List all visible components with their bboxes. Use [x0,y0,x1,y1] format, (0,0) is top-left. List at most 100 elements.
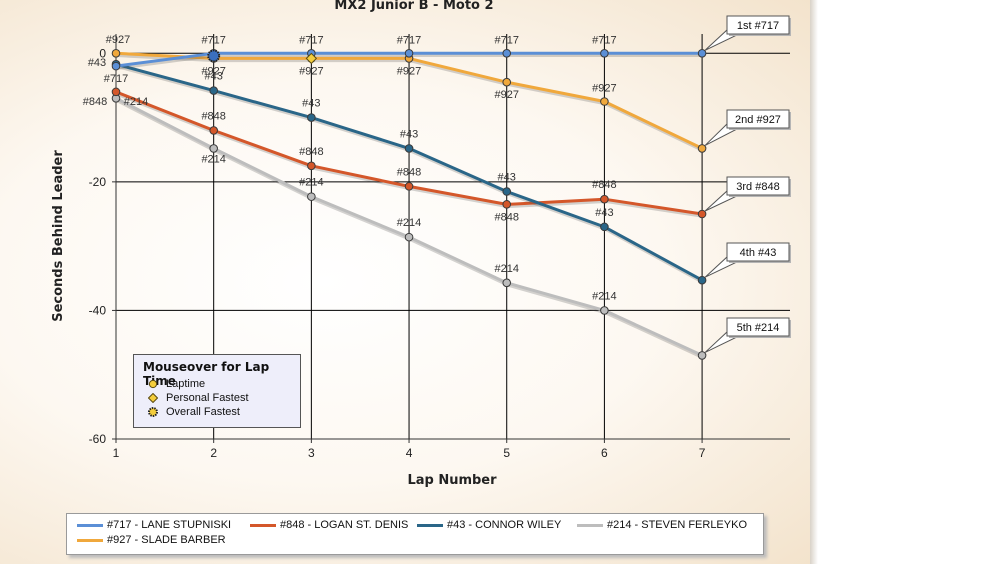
data-point [697,48,707,58]
data-point [307,192,316,201]
callout-box [726,242,790,262]
callout-box [726,176,790,196]
point-label: #848 [83,96,107,108]
data-point [600,97,609,106]
point-label: #214 [592,290,616,302]
data-point [502,200,512,209]
point-label: #214 [124,96,148,108]
point-label: #214 [201,153,225,165]
data-point [600,194,609,204]
point-label: #43 [88,57,106,69]
chart-title: MX2 Junior B - Moto 2 [334,0,493,13]
data-point [209,144,218,153]
y-tick-label: -60 [89,432,107,446]
legend-item-927[interactable]: #927 - SLADE BARBER [77,534,226,546]
callout-label: 3rd #848 [736,181,779,193]
data-point [404,182,414,191]
axes: 1 2 3 4 5 6 7 0 -20 -40 -60 [89,34,790,460]
y-tick-label: 0 [99,46,106,60]
personal-fastest-marker [305,52,318,65]
point-label: #717 [397,34,421,46]
data-point [111,87,121,97]
point-label: #43 [205,71,223,83]
data-point [697,144,707,153]
point-label: #717 [494,34,518,46]
data-point [404,144,414,153]
panel-shadow [810,0,818,564]
data-point [111,48,121,58]
data-point [307,161,316,171]
callout-label: 5th #214 [737,322,780,334]
data-points: #214 #214 #214 #214 #214 #848 #848 #848 #848 #848… [83,34,707,360]
legend-item-848[interactable]: #848 - LOGAN ST. DENIS [250,519,408,531]
x-axis-title: Lap Number [407,473,497,488]
callout-box [726,109,790,129]
legend-item-717[interactable]: #717 - LANE STUPNISKI [77,519,231,531]
personal-fastest-marker-icon [147,392,159,404]
data-point [697,209,707,219]
point-label: #927 [106,34,130,46]
mouseover-item-laptime: Laptime [148,378,205,390]
point-label: #717 [201,34,225,46]
mouseover-item-overall-fastest: Overall Fastest [148,406,240,418]
point-label: #717 [592,34,616,46]
data-point [209,126,218,135]
point-label: #848 [592,179,616,191]
point-label: #214 [494,263,518,275]
point-label: #214 [397,217,421,229]
x-tick-label: 2 [210,446,217,460]
data-point [209,86,218,95]
legend-item-43[interactable]: #43 - CONNOR WILEY [417,519,561,531]
point-label: #717 [299,34,323,46]
point-label: #927 [592,83,616,95]
lap-chart: 1 2 3 4 5 6 7 0 -20 -40 -60 #214 #214 #214 #214 #214 #8… [51,0,791,488]
callout-box [726,317,790,337]
data-point [111,61,121,71]
series-lines [115,51,705,359]
legend-line-214 [577,523,603,527]
y-tick-label: -40 [89,303,107,317]
point-label: #848 [201,110,225,122]
overall-fastest-marker-icon [148,407,158,418]
chart-panel [0,0,810,564]
point-label: #43 [302,98,320,110]
x-tick-label: 3 [308,446,315,460]
data-point [404,48,414,58]
point-label: #848 [494,211,518,223]
legend-line-43 [417,523,443,527]
position-callouts: 1st #717 2nd #927 3rd #848 4th #43 5th #214 [704,15,791,353]
x-tick-label: 6 [601,446,608,460]
point-label: #43 [400,128,418,140]
data-point [502,48,512,58]
legend-line-927 [77,538,103,542]
point-label: #848 [397,166,421,178]
blank-area [818,0,1000,564]
data-point [502,187,512,196]
y-axis-title: Seconds Behind Leader [51,150,66,322]
data-point [502,77,512,87]
point-label: #43 [498,172,516,184]
data-point [307,113,316,122]
data-point [600,306,609,315]
callout-label: 1st #717 [737,20,779,32]
data-point [697,275,707,285]
data-point [404,232,414,242]
data-point [502,278,512,288]
point-label: #43 [595,207,613,219]
data-point [600,48,609,58]
callout-label: 4th #43 [740,247,777,259]
point-label: #927 [201,65,225,77]
x-tick-label: 4 [406,446,413,460]
point-label: #927 [494,89,518,101]
series-legend: #717 - LANE STUPNISKI #848 - LOGAN ST. D… [66,513,764,555]
mouseover-legend: Mouseover for Lap Time Laptime Personal … [133,354,301,428]
point-label: #717 [104,73,128,85]
data-point [697,351,707,360]
callout-label: 2nd #927 [735,114,781,126]
point-label: #848 [299,146,323,158]
callout-box [726,15,790,35]
legend-item-214[interactable]: #214 - STEVEN FERLEYKO [577,519,747,531]
legend-line-717 [77,523,103,527]
data-point [600,222,609,232]
x-tick-label: 7 [699,446,706,460]
